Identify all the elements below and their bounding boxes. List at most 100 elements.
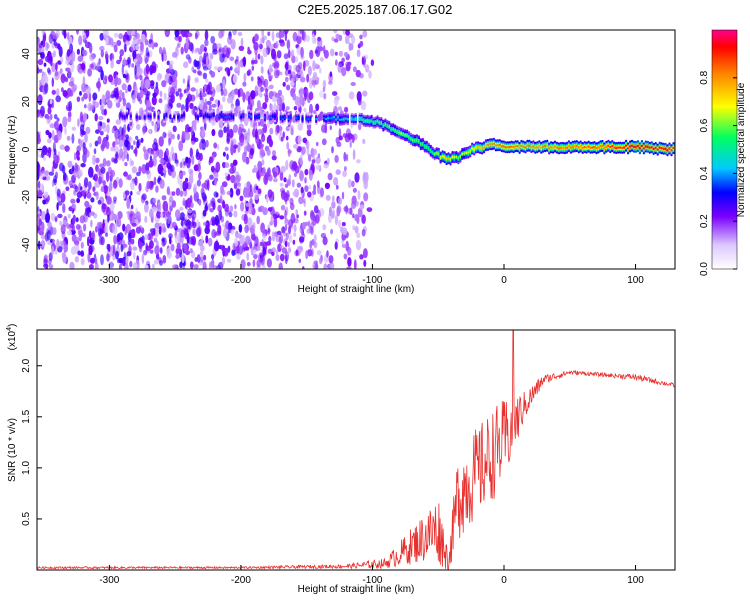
spectrogram-cell xyxy=(201,92,207,98)
spectrogram-cell xyxy=(162,237,167,246)
spectrogram-cell xyxy=(116,244,120,249)
spectrogram-cell xyxy=(124,139,129,148)
spectrogram-cell xyxy=(338,50,343,57)
spectrogram-y-tick-label: 40 xyxy=(21,48,32,60)
spectrogram-cell xyxy=(181,170,186,176)
spectrogram-cell xyxy=(233,237,239,247)
spectrogram-cell xyxy=(189,147,193,158)
spectrogram-cell xyxy=(318,46,324,52)
spectrogram-cell xyxy=(88,212,92,218)
spectrogram-cell xyxy=(130,180,135,191)
spectrogram-cell xyxy=(212,89,216,95)
spectrogram-cell xyxy=(247,49,252,55)
spectrogram-cell xyxy=(70,198,76,204)
spectrogram-cell xyxy=(324,123,327,134)
spectrogram-cell xyxy=(311,33,316,44)
spectrogram-cell xyxy=(171,191,176,196)
spectrogram-cell xyxy=(256,100,261,110)
spectrogram-cell xyxy=(151,206,157,213)
spectrogram-cell xyxy=(82,76,86,86)
spectrogram-cell xyxy=(147,42,153,48)
ridge-cell xyxy=(538,145,541,148)
spectrogram-cell xyxy=(362,90,368,97)
spectrogram-cell xyxy=(77,118,80,127)
spectrogram-cell xyxy=(211,253,215,260)
spectrogram-cell xyxy=(296,182,302,188)
ridge-cell xyxy=(536,146,539,149)
spectrogram-cell xyxy=(268,84,274,90)
ridge-cell xyxy=(611,144,614,148)
spectrogram-cell xyxy=(164,72,171,84)
spectrogram-cell xyxy=(41,145,48,156)
ridge-cell xyxy=(335,118,338,121)
spectrogram-cell xyxy=(319,208,325,217)
spectrogram-cell xyxy=(281,247,288,254)
spectrogram-cell xyxy=(40,40,43,46)
spectrogram-cell xyxy=(164,30,170,38)
ridge-cell xyxy=(640,144,643,148)
spectrogram-cell xyxy=(89,53,95,62)
spectrogram-cell xyxy=(96,221,103,229)
spectrogram-cell xyxy=(332,179,338,184)
ridge-cell xyxy=(520,144,523,148)
spectrogram-cell xyxy=(244,224,249,234)
spectrogram-cell xyxy=(165,148,169,159)
spectrogram-cell xyxy=(284,218,289,223)
spectrogram-cell xyxy=(280,136,284,142)
spectrogram-cell xyxy=(300,46,304,58)
spectrogram-cell xyxy=(81,62,86,71)
spectrogram-cell xyxy=(188,168,194,175)
spectrogram-cell xyxy=(124,190,130,196)
ridge-cell xyxy=(370,119,373,122)
spectrogram-cell xyxy=(292,239,296,245)
spectrogram-cell xyxy=(248,190,254,198)
spectrogram-cell xyxy=(143,149,149,161)
spectrogram-cell xyxy=(222,151,226,157)
spectrogram-cell xyxy=(196,179,201,187)
spectrogram-cell xyxy=(44,198,49,205)
spectrogram-cell xyxy=(177,133,180,141)
spectrogram-cell xyxy=(326,157,330,164)
spectrogram-cell xyxy=(46,147,52,154)
spectrogram-cell xyxy=(118,178,123,188)
spectrogram-cell xyxy=(231,249,236,256)
spectrogram-cell xyxy=(96,81,101,89)
spectrogram-cell xyxy=(93,148,97,155)
spectrogram-cell xyxy=(222,247,226,252)
spectrogram-cell xyxy=(105,160,111,167)
spectrogram-cell xyxy=(353,259,357,269)
ridge-cell xyxy=(153,113,156,117)
spectrogram-cell xyxy=(77,55,83,62)
spectrogram-cell xyxy=(293,232,297,237)
spectrogram-cell xyxy=(95,157,100,164)
spectrogram-cell xyxy=(238,224,243,233)
spectrogram-cell xyxy=(312,71,318,81)
spectrogram-cell xyxy=(43,62,47,67)
spectrogram-cell xyxy=(288,219,294,228)
spectrogram-cell xyxy=(50,238,53,243)
spectrogram-cell xyxy=(94,257,98,265)
ridge-cell xyxy=(654,146,657,150)
spectrogram-cell xyxy=(199,250,204,256)
spectrogram-cell xyxy=(169,60,174,66)
spectrogram-cell xyxy=(323,45,326,54)
spectrogram-cell xyxy=(342,170,347,178)
spectrogram-cell xyxy=(168,196,174,203)
spectrogram-cell xyxy=(211,103,217,108)
spectrogram-cell xyxy=(359,204,365,210)
spectrogram-cell xyxy=(322,236,328,246)
spectrogram-cell xyxy=(116,217,122,228)
ridge-cell xyxy=(599,145,602,148)
spectrogram-cell xyxy=(59,220,62,226)
spectrogram-cell xyxy=(333,30,338,34)
spectrogram-cell xyxy=(179,179,183,191)
spectrogram-cell xyxy=(203,254,207,261)
spectrogram-cell xyxy=(296,35,302,45)
spectrogram-cell xyxy=(142,146,146,153)
spectrogram-cell xyxy=(189,261,194,269)
spectrogram-cell xyxy=(132,39,138,45)
spectrogram-cell xyxy=(267,31,271,37)
spectrogram-cell xyxy=(270,215,274,224)
spectrogram-cell xyxy=(226,96,232,104)
